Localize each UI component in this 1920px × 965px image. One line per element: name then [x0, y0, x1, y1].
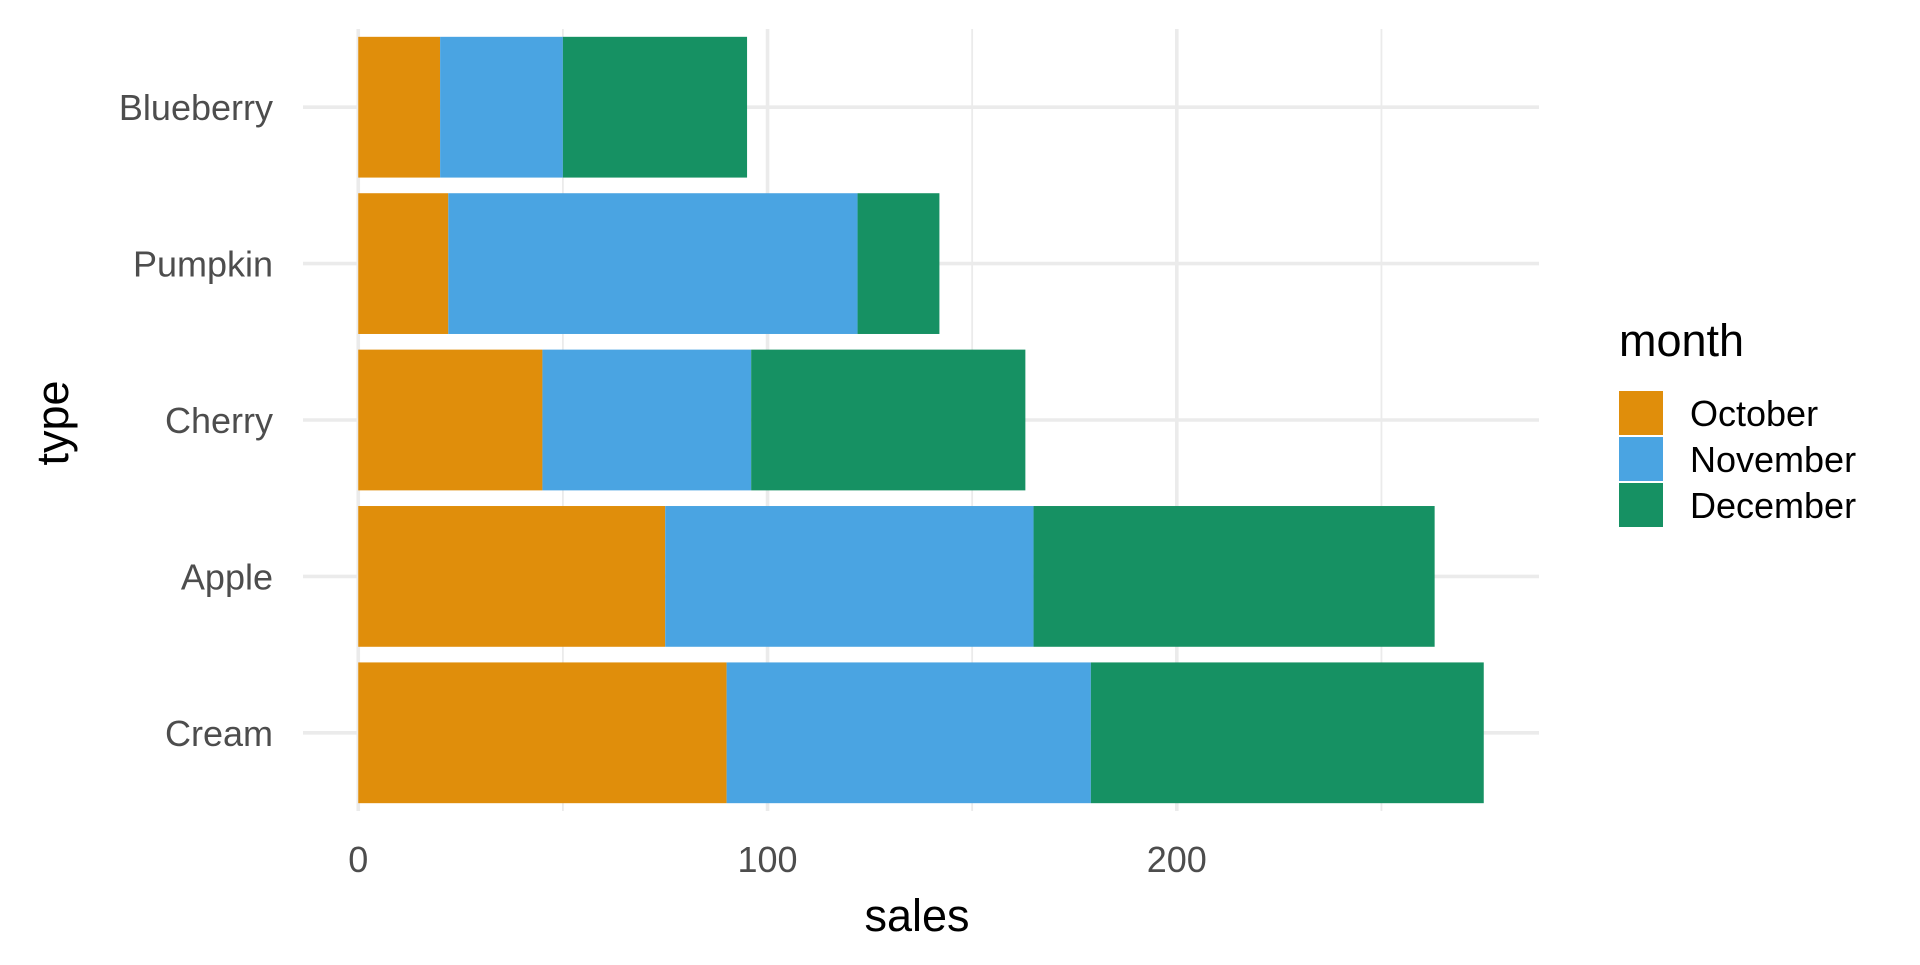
- bar-blueberry-october: [358, 36, 441, 178]
- legend-label-october: October: [1690, 393, 1818, 434]
- legend-title: month: [1619, 315, 1744, 366]
- y-tick-label: Cream: [165, 713, 273, 754]
- bar-pumpkin-november: [448, 193, 858, 334]
- y-tick-label: Pumpkin: [133, 244, 273, 285]
- x-axis-title: sales: [864, 890, 969, 941]
- legend-swatch-november: [1619, 437, 1663, 481]
- legend-items: October November December: [1619, 391, 1856, 527]
- legend-label-november: November: [1690, 439, 1856, 480]
- y-tick-label: Apple: [181, 556, 273, 597]
- bar-cherry-november: [542, 349, 752, 491]
- bar-blueberry-december: [562, 36, 748, 178]
- legend-swatch-october: [1619, 391, 1663, 435]
- y-tick-label: Cherry: [165, 400, 273, 441]
- bar-cherry-december: [751, 349, 1026, 491]
- bar-apple-november: [665, 506, 1034, 647]
- legend-label-december: December: [1690, 485, 1856, 526]
- bar-pumpkin-october: [358, 193, 449, 334]
- y-axis-title: type: [27, 380, 78, 465]
- bar-cream-october: [358, 662, 727, 804]
- x-tick-labels: 0 100 200: [348, 839, 1207, 880]
- bar-blueberry-november: [440, 36, 563, 178]
- bar-cream-december: [1090, 662, 1484, 804]
- bar-pumpkin-december: [857, 193, 940, 334]
- bar-cream-november: [726, 662, 1091, 804]
- x-tick-label: 100: [737, 839, 797, 880]
- bar-cherry-october: [358, 349, 543, 491]
- bar-apple-december: [1033, 506, 1435, 647]
- x-tick-label: 200: [1147, 839, 1207, 880]
- legend: month October November December: [1619, 315, 1856, 527]
- y-tick-labels: Cream Apple Cherry Pumpkin Blueberry: [119, 87, 273, 754]
- bars: [358, 36, 1484, 804]
- x-tick-label: 0: [348, 839, 368, 880]
- y-tick-label: Blueberry: [119, 87, 273, 128]
- bar-apple-october: [358, 506, 666, 647]
- legend-swatch-december: [1619, 483, 1663, 527]
